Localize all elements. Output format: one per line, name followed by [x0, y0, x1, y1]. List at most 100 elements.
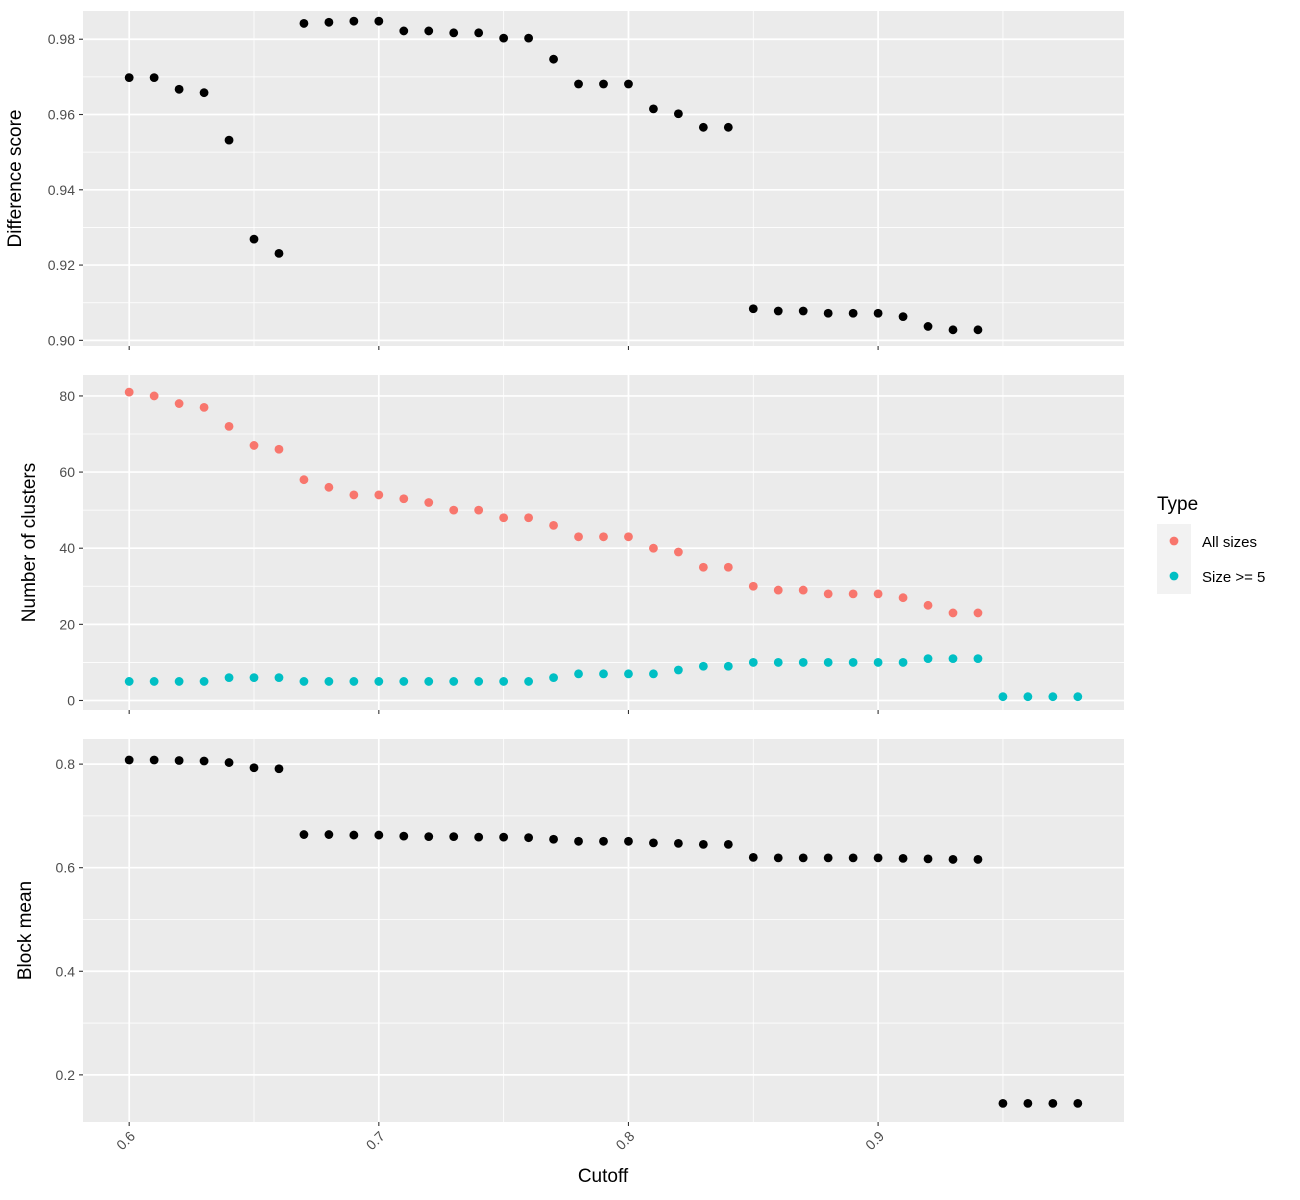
data-point [199, 756, 209, 766]
data-point [798, 306, 808, 316]
y-axis-title: Number of clusters [19, 463, 40, 622]
data-point [649, 543, 658, 553]
data-point [624, 669, 633, 679]
data-point [748, 852, 758, 862]
data-point [773, 658, 783, 667]
data-point [673, 109, 683, 119]
data-point [773, 585, 783, 595]
data-point [549, 520, 558, 530]
data-point [973, 855, 983, 864]
data-point [798, 585, 808, 595]
data-point [374, 490, 384, 500]
data-point [748, 581, 758, 591]
data-point [723, 562, 733, 572]
x-tick-label: 0.9 [862, 1128, 887, 1153]
data-point [848, 658, 858, 667]
data-point [374, 677, 384, 686]
legend-key-background [1157, 524, 1191, 594]
y-tick-label: 0.92 [48, 257, 75, 273]
data-point [249, 673, 259, 683]
data-point [673, 838, 683, 848]
data-point [698, 661, 708, 671]
data-point [574, 836, 583, 846]
data-point [324, 677, 334, 686]
data-point [224, 135, 234, 145]
data-point [549, 54, 558, 64]
y-tick-label: 0.90 [48, 332, 75, 348]
data-point [823, 308, 833, 318]
data-point [748, 304, 758, 314]
data-point [948, 325, 958, 335]
data-point [449, 677, 459, 686]
data-point [349, 830, 359, 840]
data-point [998, 692, 1008, 702]
data-point [923, 600, 933, 610]
data-point [973, 608, 983, 618]
data-point [873, 589, 883, 599]
y-tick-label: 0.94 [48, 182, 75, 198]
data-point [599, 836, 608, 846]
data-point [299, 19, 309, 28]
data-point [698, 562, 708, 572]
data-point [374, 16, 384, 26]
data-point [873, 658, 883, 667]
data-point [923, 322, 933, 331]
data-point [324, 482, 334, 492]
data-point [124, 73, 134, 83]
y-tick-label: 80 [59, 388, 75, 404]
data-point [224, 673, 234, 683]
x-tick-label: 0.6 [113, 1128, 138, 1153]
data-point [224, 758, 234, 767]
data-point [673, 665, 683, 675]
data-point [599, 532, 608, 542]
y-tick-label: 20 [59, 616, 75, 632]
data-point [1073, 1098, 1083, 1108]
data-point [698, 122, 708, 132]
y-tick-label: 60 [59, 464, 75, 480]
data-point [624, 532, 633, 542]
data-point [149, 677, 159, 686]
y-tick-label: 0.2 [56, 1067, 76, 1083]
data-point [698, 839, 708, 849]
data-point [299, 475, 309, 485]
data-point [399, 677, 409, 686]
data-point [449, 28, 459, 38]
data-point [923, 854, 933, 864]
data-point [948, 855, 958, 864]
data-point [424, 26, 434, 36]
data-point [848, 853, 858, 863]
legend-key-all-sizes [1169, 536, 1179, 546]
chart-panels: 0.90 0.92 0.94 0.96 0.98 Difference score 0 20 4… [5, 11, 1124, 1153]
data-point [773, 306, 783, 316]
data-point [823, 589, 833, 599]
data-point [898, 312, 908, 322]
data-point [449, 832, 459, 842]
data-point [174, 399, 184, 408]
data-point [773, 853, 783, 863]
data-point [499, 513, 509, 523]
data-point [624, 836, 633, 846]
data-point [1023, 1098, 1033, 1108]
data-point [174, 677, 184, 686]
data-point [299, 677, 309, 686]
legend-label-size-ge-5: Size >= 5 [1202, 569, 1265, 586]
data-point [349, 677, 359, 686]
y-tick-label: 40 [59, 540, 75, 556]
data-point [723, 661, 733, 671]
data-point [723, 122, 733, 132]
data-point [249, 763, 259, 773]
data-point [524, 677, 534, 686]
data-point [973, 325, 983, 335]
data-point [599, 669, 608, 679]
data-point [549, 673, 558, 683]
data-point [499, 832, 509, 842]
panel-1: 0.90 0.92 0.94 0.96 0.98 Difference score [5, 11, 1124, 350]
panel-3: 0.2 0.4 0.6 0.8 0.6 0.7 0.8 0.9 Block mean [15, 739, 1124, 1153]
data-point [424, 498, 434, 507]
y-axis-title: Difference score [5, 110, 26, 248]
data-point [848, 589, 858, 599]
data-point [424, 677, 434, 686]
data-point [998, 1098, 1008, 1108]
data-point [524, 513, 534, 523]
data-point [224, 421, 234, 431]
